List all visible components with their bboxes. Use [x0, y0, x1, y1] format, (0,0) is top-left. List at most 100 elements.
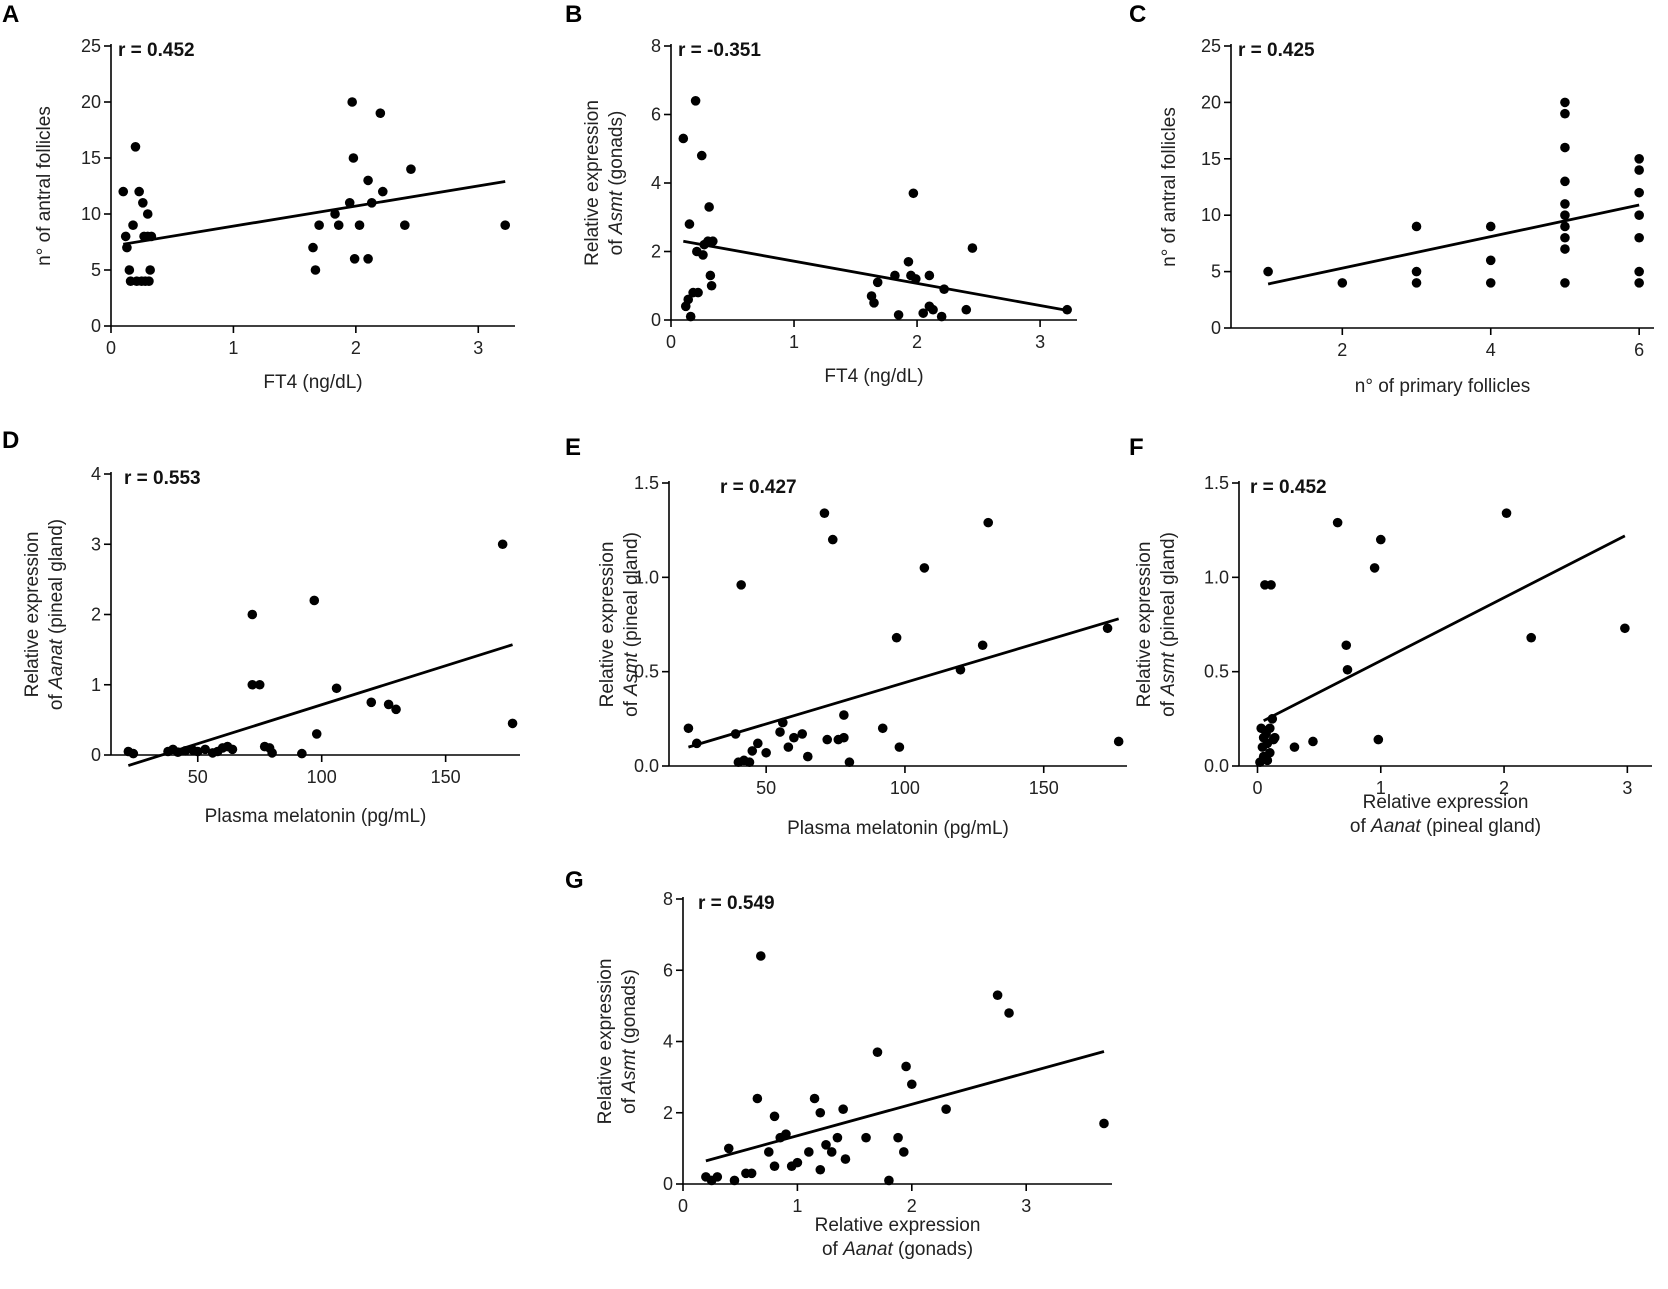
data-point-a	[122, 242, 132, 253]
data-point-b	[967, 243, 978, 253]
x-axis-label-a: FT4 (ng/dL)	[263, 372, 362, 393]
data-point-g	[769, 1111, 780, 1122]
data-point-c	[1634, 165, 1644, 175]
data-point-a	[375, 108, 386, 118]
regression-line-g	[705, 1050, 1105, 1163]
x-axis-label-g-line2: of Aanat (gonads)	[822, 1239, 973, 1260]
y-tick-label-g: 0	[663, 1174, 673, 1194]
correlation-label-g: r = 0.549	[698, 893, 775, 914]
data-point-c	[1634, 187, 1644, 198]
data-point-g	[746, 1168, 757, 1179]
data-point-f	[1341, 640, 1352, 651]
data-point-a	[142, 209, 153, 219]
data-point-d	[391, 704, 401, 715]
data-point-g	[764, 1147, 774, 1157]
correlation-label-d: r = 0.553	[124, 468, 201, 489]
data-point-a	[363, 253, 373, 264]
data-point-e	[839, 732, 849, 743]
data-point-b	[685, 311, 696, 322]
data-point-a	[348, 153, 359, 163]
correlation-label-e: r = 0.427	[720, 477, 797, 498]
data-point-e	[919, 563, 930, 573]
x-axis-label-d: Plasma melatonin (pg/mL)	[205, 806, 427, 827]
data-point-f	[1262, 755, 1273, 766]
x-tick-label-f: 1	[1376, 778, 1386, 798]
x-tick-label-b: 2	[912, 332, 922, 352]
panel-a: A 0 5 10 15 20 25 0 1 2 3 r = 0.452 FT4 (ng/dL) n° of…	[2, 1, 515, 393]
data-point-d	[180, 745, 191, 756]
data-point-e	[827, 534, 838, 545]
data-point-a	[145, 265, 155, 275]
data-point-e	[744, 757, 755, 768]
data-point-a	[146, 231, 157, 242]
data-point-b	[696, 150, 707, 161]
data-point-e	[683, 723, 694, 734]
data-point-e	[775, 727, 785, 737]
data-point-e	[797, 729, 808, 739]
x-tick-label-f: 2	[1499, 778, 1509, 798]
data-point-e	[822, 734, 833, 745]
data-point-b	[690, 96, 701, 106]
y-axis-label-e: Relative expression	[597, 542, 618, 708]
data-point-a	[366, 198, 377, 208]
y-tick-label-f: 1.5	[1204, 473, 1229, 493]
data-point-b	[961, 304, 972, 315]
data-point-f	[1265, 747, 1275, 758]
data-point-g	[712, 1172, 723, 1182]
data-point-e	[761, 747, 771, 758]
data-point-g	[826, 1147, 837, 1157]
data-point-e	[747, 746, 758, 756]
data-point-e	[894, 742, 905, 752]
y-tick-label-a: 20	[81, 92, 101, 112]
data-point-c	[1411, 278, 1422, 288]
correlation-label-a: r = 0.452	[118, 40, 195, 61]
y-tick-label-e: 1.5	[634, 473, 659, 493]
data-point-c	[1560, 176, 1570, 187]
data-point-g	[941, 1104, 951, 1114]
x-tick-label-a: 1	[228, 338, 238, 358]
data-point-e	[730, 729, 741, 739]
regression-line-e	[688, 617, 1120, 749]
y-tick-label-g: 6	[663, 960, 673, 980]
data-point-g	[815, 1107, 826, 1118]
data-point-d	[309, 595, 320, 606]
x-tick-label-g: 2	[907, 1196, 917, 1216]
data-point-d	[254, 679, 265, 690]
data-point-f	[1265, 723, 1275, 734]
data-point-e	[736, 580, 746, 590]
x-axis-label-f: Relative expression	[1363, 792, 1529, 813]
data-point-a	[124, 265, 135, 275]
data-point-g	[781, 1129, 791, 1139]
data-point-f	[1501, 508, 1512, 518]
x-tick-label-a: 2	[351, 338, 361, 358]
data-point-c	[1411, 266, 1422, 277]
y-tick-label-d: 1	[91, 675, 101, 695]
data-point-d	[247, 609, 258, 620]
y-tick-label-a: 25	[81, 36, 101, 56]
data-point-c	[1485, 221, 1496, 232]
y-tick-label-c: 5	[1211, 262, 1221, 282]
data-point-b	[893, 310, 904, 320]
y-tick-label-b: 4	[651, 173, 661, 193]
data-point-d	[247, 679, 258, 690]
data-point-c	[1634, 154, 1644, 164]
data-point-a	[144, 276, 154, 287]
data-point-d	[366, 697, 377, 708]
regression-line-a	[123, 180, 506, 246]
x-tick-label-c: 4	[1486, 340, 1496, 360]
y-tick-label-d: 4	[91, 464, 101, 484]
y-axis-label-b-line2: of Asmt (gonads)	[606, 111, 627, 256]
data-point-g	[907, 1079, 917, 1090]
data-point-b	[924, 270, 935, 281]
data-point-b	[911, 274, 921, 284]
y-axis-label-b: Relative expression	[582, 100, 603, 266]
data-point-a	[314, 220, 324, 230]
data-point-b	[705, 270, 716, 281]
data-point-d	[297, 748, 307, 759]
data-point-e	[1113, 736, 1124, 747]
x-tick-label-f: 0	[1252, 778, 1262, 798]
y-tick-label-f: 0.5	[1204, 662, 1229, 682]
data-point-c	[1634, 266, 1644, 277]
y-axis-label-g: Relative expression	[595, 959, 616, 1125]
data-point-d	[267, 748, 277, 758]
